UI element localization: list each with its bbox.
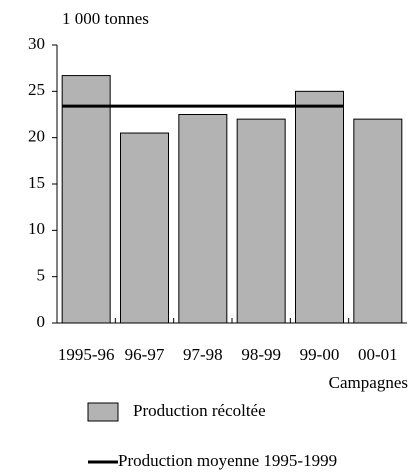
x-axis-label: Campagnes xyxy=(329,373,408,392)
y-tick-label: 30 xyxy=(28,34,45,53)
y-tick-label: 15 xyxy=(28,173,45,192)
x-tick-label: 00-01 xyxy=(358,345,398,364)
legend-swatch xyxy=(87,402,119,422)
bar xyxy=(353,118,403,324)
y-tick-label: 10 xyxy=(28,219,45,238)
legend-label: Production récoltée xyxy=(133,401,266,420)
x-tick-label: 99-00 xyxy=(300,345,340,364)
bar xyxy=(295,90,344,324)
y-axis-label: 1 000 tonnes xyxy=(62,9,149,28)
y-tick-label: 5 xyxy=(37,266,46,285)
bar xyxy=(178,114,228,324)
bar xyxy=(120,132,169,324)
y-tick-label: 0 xyxy=(37,312,46,331)
x-tick-label: 98-99 xyxy=(241,345,281,364)
x-tick-label: 96-97 xyxy=(125,345,165,364)
y-tick-label: 25 xyxy=(28,80,45,99)
legend-label: Production moyenne 1995-1999 xyxy=(118,451,337,470)
y-tick-label: 20 xyxy=(28,127,45,146)
x-tick-label: 97-98 xyxy=(183,345,223,364)
bar xyxy=(61,75,111,324)
bar xyxy=(236,118,286,324)
x-tick-label: 1995-96 xyxy=(58,345,115,364)
